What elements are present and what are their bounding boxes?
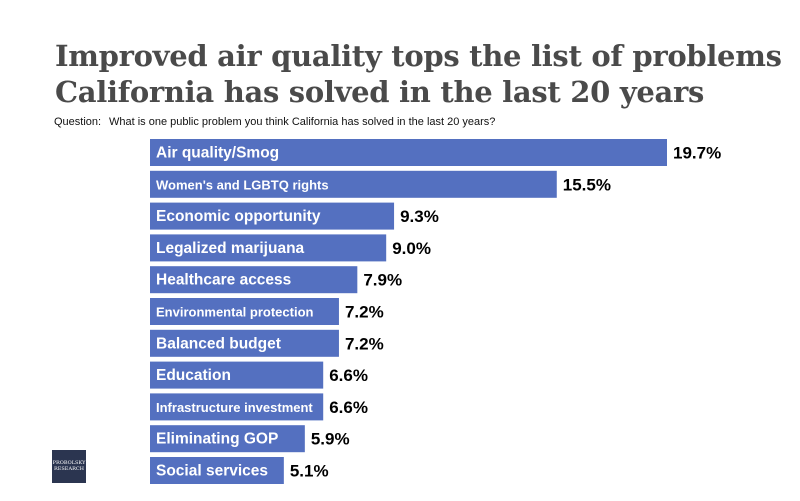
title-line-1: Improved air quality tops the list of pr…: [55, 39, 782, 73]
value-label: 7.2%: [345, 334, 384, 353]
probolsky-logo: PROBOLSKY RESEARCH: [52, 450, 86, 483]
value-label: 5.1%: [290, 462, 329, 481]
value-label: 7.9%: [363, 271, 402, 290]
bar-label: Eliminating GOP: [156, 431, 278, 448]
value-label: 6.6%: [329, 366, 368, 385]
bar-label: Women's and LGBTQ rights: [156, 177, 329, 192]
bar-label: Economic opportunity: [156, 208, 321, 225]
bar-label: Healthcare access: [156, 272, 291, 289]
chart-title: Improved air quality tops the list of pr…: [55, 38, 782, 110]
question-label: Question:: [54, 116, 102, 128]
value-label: 7.2%: [345, 303, 384, 322]
bar-label: Infrastructure investment: [156, 400, 313, 415]
value-label: 6.6%: [329, 398, 368, 417]
title-line-2: California has solved in the last 20 yea…: [55, 75, 705, 109]
bar: [150, 361, 324, 389]
bar-label: Balanced budget: [156, 335, 281, 352]
question-text: What is one public problem you think Cal…: [109, 116, 496, 128]
bar: [150, 139, 667, 166]
bar: [150, 234, 387, 262]
bar: [150, 425, 305, 453]
bar: [150, 170, 557, 198]
value-label: 19.7%: [673, 144, 721, 163]
bar-label: Education: [156, 367, 231, 384]
bar-label: Environmental protection: [156, 305, 314, 320]
bar: [150, 298, 339, 325]
bar-label: Air quality/Smog: [156, 145, 279, 162]
bar: [150, 202, 395, 230]
bar: [150, 457, 284, 484]
bar-label: Legalized marijuana: [156, 240, 305, 257]
value-label: 9.0%: [392, 239, 431, 258]
bar-label: Social services: [156, 463, 268, 480]
value-label: 9.3%: [400, 207, 439, 226]
bar: [150, 329, 339, 357]
bar: [150, 393, 324, 421]
bar: [150, 266, 358, 294]
value-label: 5.9%: [311, 430, 350, 449]
value-label: 15.5%: [563, 175, 611, 194]
